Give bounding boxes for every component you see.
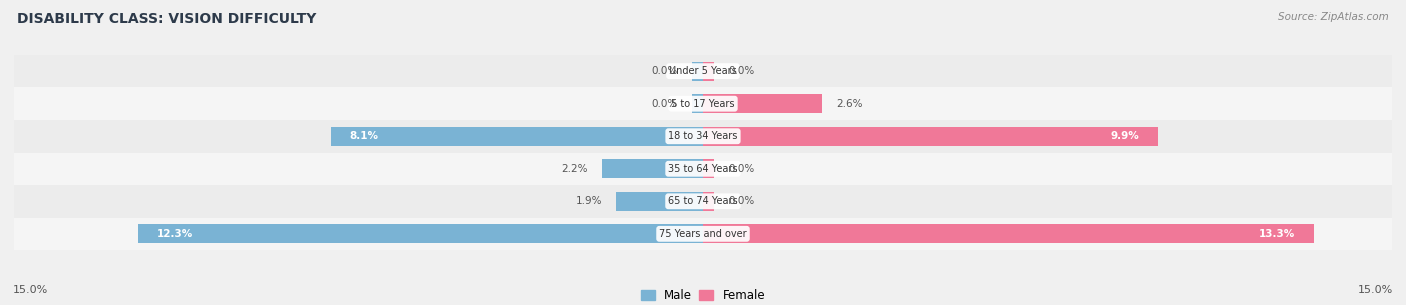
Text: 75 Years and over: 75 Years and over [659,229,747,239]
Text: 8.1%: 8.1% [349,131,378,141]
Text: 0.0%: 0.0% [651,66,678,76]
Bar [703,127,1157,146]
Text: 12.3%: 12.3% [156,229,193,239]
Bar [14,120,1392,152]
Text: 1.9%: 1.9% [575,196,602,206]
Bar [14,217,1392,250]
Text: DISABILITY CLASS: VISION DIFFICULTY: DISABILITY CLASS: VISION DIFFICULTY [17,12,316,26]
Text: 9.9%: 9.9% [1111,131,1139,141]
Bar [602,159,703,178]
Bar [14,185,1392,217]
Bar [14,152,1392,185]
Bar [330,127,703,146]
Bar [692,62,703,81]
Text: 35 to 64 Years: 35 to 64 Years [668,164,738,174]
Text: 2.2%: 2.2% [561,164,588,174]
Text: 15.0%: 15.0% [13,285,48,295]
Bar [14,88,1392,120]
Text: 65 to 74 Years: 65 to 74 Years [668,196,738,206]
Text: 13.3%: 13.3% [1260,229,1295,239]
Bar [703,159,714,178]
Text: Under 5 Years: Under 5 Years [669,66,737,76]
Bar [703,224,1313,243]
Text: 0.0%: 0.0% [728,66,755,76]
Bar [616,192,703,211]
Text: 0.0%: 0.0% [728,164,755,174]
Text: Source: ZipAtlas.com: Source: ZipAtlas.com [1278,12,1389,22]
Text: 15.0%: 15.0% [1358,285,1393,295]
Bar [138,224,703,243]
Bar [703,62,714,81]
Text: 18 to 34 Years: 18 to 34 Years [668,131,738,141]
Legend: Male, Female: Male, Female [636,284,770,305]
Bar [692,94,703,113]
Bar [14,55,1392,88]
Bar [703,192,714,211]
Bar [703,94,823,113]
Text: 0.0%: 0.0% [651,99,678,109]
Text: 5 to 17 Years: 5 to 17 Years [671,99,735,109]
Text: 2.6%: 2.6% [837,99,863,109]
Text: 0.0%: 0.0% [728,196,755,206]
